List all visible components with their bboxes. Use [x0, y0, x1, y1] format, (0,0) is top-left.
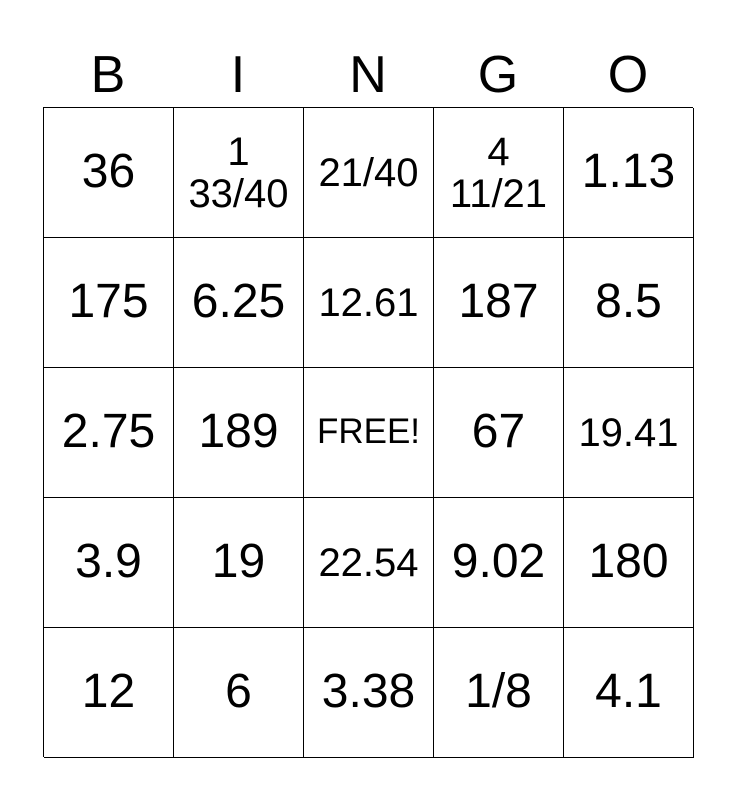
bingo-cell: 12	[44, 628, 174, 758]
bingo-cell: 19.41	[564, 368, 694, 498]
header-letter-o: O	[607, 46, 649, 104]
bingo-cell: 1 33/40	[174, 108, 304, 238]
bingo-cell: 19	[174, 498, 304, 628]
bingo-cell: 2.75	[44, 368, 174, 498]
bingo-cell: 3.38	[304, 628, 434, 758]
bingo-cell: 1.13	[564, 108, 694, 238]
bingo-cell: 9.02	[434, 498, 564, 628]
bingo-cell: 189	[174, 368, 304, 498]
bingo-cell: 175	[44, 238, 174, 368]
bingo-cell: 21/40	[304, 108, 434, 238]
bingo-cell: 12.61	[304, 238, 434, 368]
bingo-grid: 36 1 33/40 21/40 4 11/21 1.13 175 6.25 12.61 187…	[43, 107, 694, 758]
bingo-cell: 187	[434, 238, 564, 368]
header-letter-n: N	[349, 46, 387, 104]
header-letter-g: G	[477, 46, 519, 104]
bingo-cell: 6.25	[174, 238, 304, 368]
bingo-cell: 8.5	[564, 238, 694, 368]
header-letter-b: B	[90, 46, 126, 104]
bingo-cell: 1/8	[434, 628, 564, 758]
bingo-cell: 4 11/21	[434, 108, 564, 238]
bingo-cell: 180	[564, 498, 694, 628]
free-space-cell: FREE!	[304, 368, 434, 498]
bingo-header: B I N G O	[43, 40, 693, 110]
bingo-cell: 6	[174, 628, 304, 758]
header-letter-i: I	[230, 46, 246, 104]
bingo-cell: 4.1	[564, 628, 694, 758]
bingo-cell: 22.54	[304, 498, 434, 628]
bingo-cell: 67	[434, 368, 564, 498]
bingo-cell: 3.9	[44, 498, 174, 628]
bingo-cell: 36	[44, 108, 174, 238]
